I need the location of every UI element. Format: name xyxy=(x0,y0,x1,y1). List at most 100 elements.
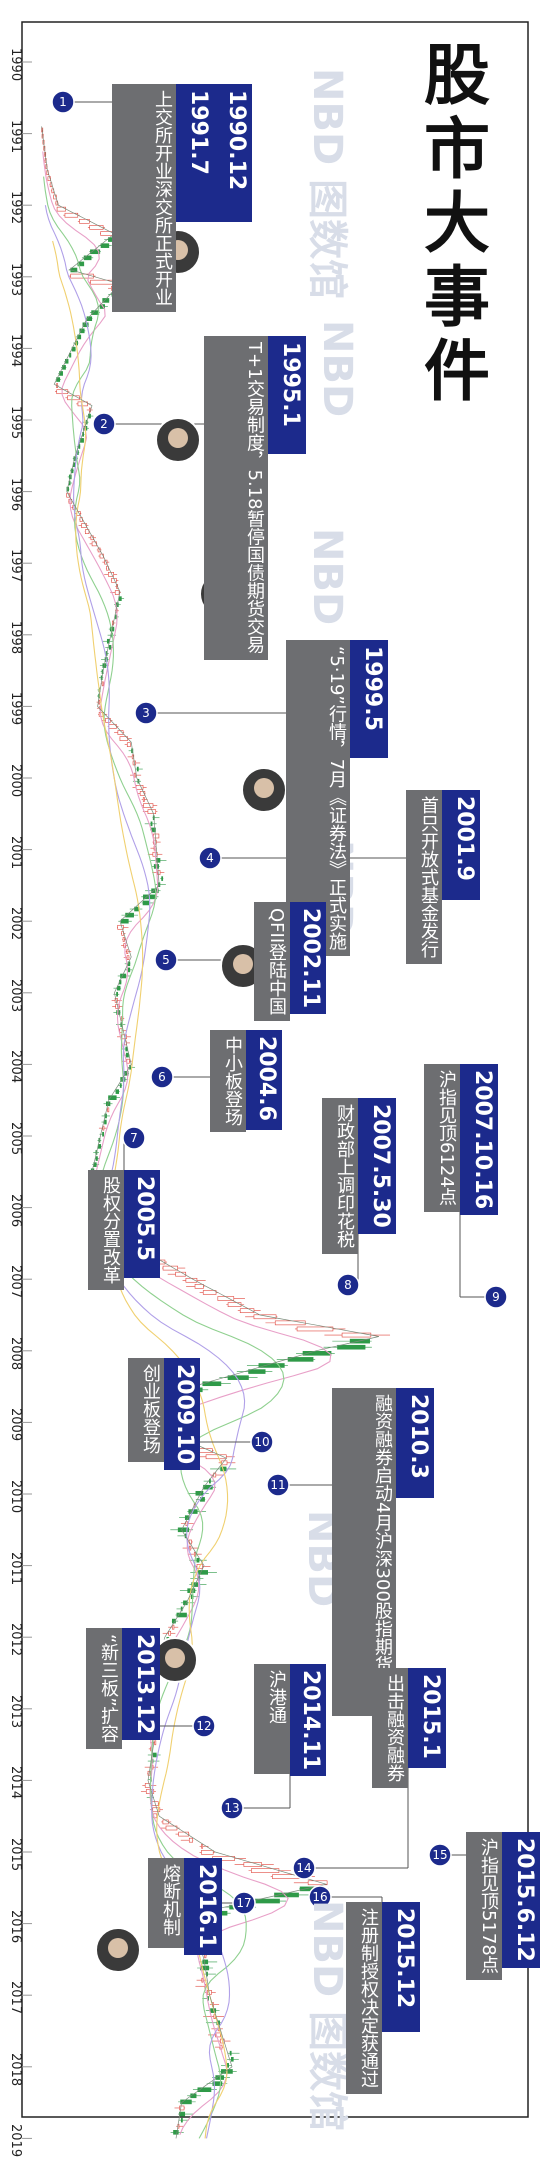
candle-body xyxy=(115,614,117,620)
event-date-10: 2009.10 xyxy=(164,1358,200,1471)
event-date-5: 2002.11 xyxy=(290,902,326,1015)
candle-body xyxy=(180,2117,183,2123)
event-text-line: 熔断机制 xyxy=(160,1864,181,1936)
candle-body xyxy=(153,833,160,839)
year-tick-1997: 1997 xyxy=(8,549,23,583)
event-text-9: 沪指见顶6124点 xyxy=(424,1064,460,1212)
year-tick-2018: 2018 xyxy=(8,2052,23,2086)
candle-body xyxy=(165,1825,178,1831)
candle-body xyxy=(202,1959,209,1965)
event-text-10: 创业板登场 xyxy=(128,1358,164,1462)
event-date-17: 2016.1 xyxy=(184,1858,222,1955)
event-number: 6 xyxy=(158,1070,166,1084)
event-marker-11 xyxy=(266,1473,290,1497)
year-tick-1995: 1995 xyxy=(8,406,23,440)
candle-body xyxy=(69,352,72,358)
event-text-line: 沪指见顶5178点 xyxy=(478,1838,499,1974)
candle-body xyxy=(229,2050,232,2056)
event-text-2: T+1交易制度，5.18暂停国债期货交易 xyxy=(204,336,268,660)
event-number: 8 xyxy=(344,1278,352,1292)
candle-body xyxy=(274,1320,306,1326)
candle-body xyxy=(341,1332,372,1338)
year-tick-2006: 2006 xyxy=(8,1193,23,1227)
event-marker-1 xyxy=(51,90,75,114)
event-text-line: T+1交易制度， xyxy=(244,342,265,470)
event-date-4: 2001.9 xyxy=(442,790,480,900)
event-text-4: 首只开放式基金发行 xyxy=(406,790,442,964)
candle-body xyxy=(197,1570,208,1575)
event-number: 10 xyxy=(254,1435,269,1449)
watermark: NBD xyxy=(304,528,350,626)
candle-body xyxy=(102,1131,104,1137)
candle-body xyxy=(107,1107,110,1113)
candle-body xyxy=(215,2032,221,2038)
candle-body xyxy=(173,2130,179,2135)
candle-body xyxy=(253,1314,277,1320)
year-tick-1996: 1996 xyxy=(8,477,23,511)
candle-body xyxy=(142,900,150,906)
candle-body xyxy=(172,1624,175,1630)
candle-body xyxy=(77,261,85,267)
event-text-12: “新三板”扩容 xyxy=(86,1628,122,1749)
candle-body xyxy=(125,1052,129,1058)
year-tick-2017: 2017 xyxy=(8,1981,23,2015)
candle-body xyxy=(188,1837,194,1843)
candle-body xyxy=(179,2111,186,2117)
event-number: 12 xyxy=(196,1719,211,1733)
event-text-line: 中小板登场 xyxy=(222,1036,243,1126)
year-tick-2005: 2005 xyxy=(8,1122,23,1156)
year-tick-2012: 2012 xyxy=(8,1623,23,1657)
event-number: 7 xyxy=(130,1131,138,1145)
event-text-line: 出击融资融券 xyxy=(384,1674,405,1782)
event-marker-4 xyxy=(198,846,222,870)
year-tick-2013: 2013 xyxy=(8,1694,23,1728)
event-text-8: 财政部上调印花税 xyxy=(322,1098,358,1254)
event-marker-9 xyxy=(484,1285,508,1309)
event-number: 13 xyxy=(224,1801,239,1815)
candle-body xyxy=(189,1545,192,1551)
year-tick-2008: 2008 xyxy=(8,1336,23,1370)
event-number: 11 xyxy=(270,1478,285,1492)
candle-body xyxy=(120,918,129,924)
event-text-15: 沪指见顶5178点 xyxy=(466,1832,502,1980)
portrait-face xyxy=(254,778,274,798)
year-tick-1998: 1998 xyxy=(8,620,23,654)
year-tick-1992: 1992 xyxy=(8,191,23,225)
event-text-line: QFII登陆中国 xyxy=(266,908,287,1016)
candle-body xyxy=(161,876,164,881)
candle-body xyxy=(102,1125,105,1131)
candle-body xyxy=(67,395,80,401)
candle-body xyxy=(126,949,129,954)
candle-body xyxy=(176,1612,187,1618)
candle-body xyxy=(199,1965,210,1971)
candle-body xyxy=(136,766,139,772)
event-number: 15 xyxy=(432,1848,447,1862)
portrait-face xyxy=(108,1938,128,1958)
year-tick-1994: 1994 xyxy=(8,334,23,368)
year-tick-1993: 1993 xyxy=(8,262,23,296)
candle-body xyxy=(117,985,121,991)
event-number: 14 xyxy=(296,1861,311,1875)
event-date-13: 2014.11 xyxy=(290,1664,326,1777)
candle-body xyxy=(226,2063,229,2068)
candle-body xyxy=(102,298,110,303)
candle-body xyxy=(104,1119,107,1125)
candle-body xyxy=(179,2105,185,2111)
candle-body xyxy=(115,1089,120,1094)
event-marker-13 xyxy=(220,1796,244,1820)
event-text-line: 首只开放式基金发行 xyxy=(418,796,439,958)
candle-body xyxy=(205,1454,227,1460)
event-text-16: 注册制授权决定获通过 xyxy=(346,1902,382,2094)
event-marker-7 xyxy=(122,1126,146,1150)
candle-body xyxy=(89,225,104,230)
candle-body xyxy=(195,1490,204,1496)
event-text-5: QFII登陆中国 xyxy=(254,902,290,1022)
candle-body xyxy=(82,322,89,328)
candle-body xyxy=(143,803,154,808)
candle-body xyxy=(83,255,92,261)
candle-body xyxy=(84,529,90,534)
year-tick-2009: 2009 xyxy=(8,1408,23,1442)
event-text-line: 沪港通 xyxy=(266,1670,287,1724)
event-text-line: 注册制授权决定获通过 xyxy=(358,1908,379,2088)
year-tick-2007: 2007 xyxy=(8,1265,23,1299)
